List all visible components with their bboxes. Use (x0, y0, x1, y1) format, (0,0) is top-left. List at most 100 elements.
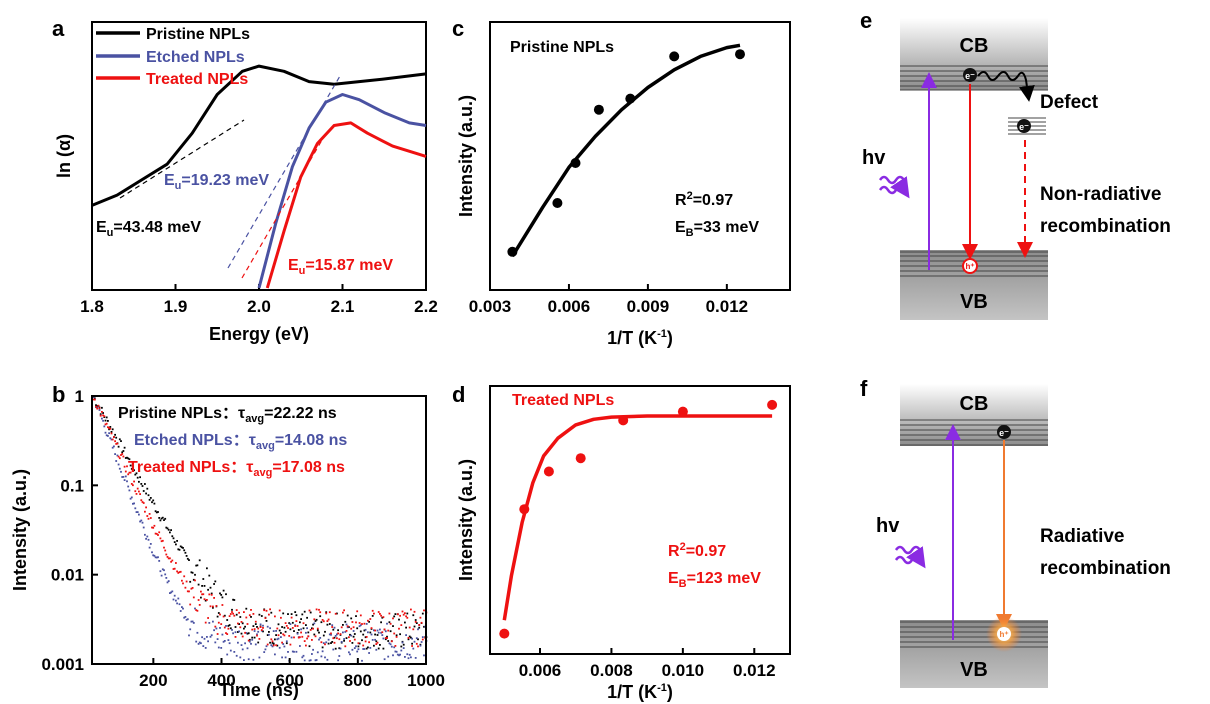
decay-point (95, 404, 97, 407)
decay-point (330, 642, 332, 644)
panel-c-frame (489, 21, 791, 291)
decay-point (405, 626, 407, 629)
panel-b: b 200 400 600 800 1000 0.001 0.01 0.1 1 Pristine… (10, 382, 445, 700)
decay-point (139, 520, 141, 523)
decay-point (319, 615, 322, 618)
panel-c-r2-sup: 2 (687, 190, 693, 202)
decay-point (248, 640, 251, 643)
cb-band-f (900, 384, 1048, 446)
photon-wave-f-1 (894, 545, 922, 555)
decay-point (399, 633, 401, 636)
panel-c-eb-value: =33 meV (694, 219, 760, 236)
decay-point (423, 625, 425, 628)
decay-point (309, 629, 312, 631)
decay-point (305, 644, 307, 647)
decay-point (260, 629, 263, 631)
decay-point (196, 609, 199, 612)
decay-point (138, 513, 140, 516)
decay-point (305, 631, 307, 634)
decay-point (184, 551, 187, 554)
panel-b-letter: b (52, 382, 65, 407)
decay-point (223, 626, 226, 629)
decay-point (251, 638, 254, 641)
decay-point (146, 515, 149, 517)
decay-point (322, 634, 325, 637)
decay-point (117, 463, 120, 466)
decay-point (235, 654, 238, 657)
urbach-fit-pristine (119, 119, 245, 199)
decay-point (350, 617, 353, 620)
decay-point (417, 638, 419, 641)
decay-point (245, 607, 248, 610)
decay-point (407, 657, 410, 660)
decay-point (263, 651, 266, 653)
decay-point (268, 631, 270, 633)
decay-point (316, 629, 319, 632)
decay-point (208, 622, 211, 624)
decay-point (357, 648, 360, 651)
decay-point (234, 631, 237, 634)
x-tick-label: 600 (275, 671, 303, 690)
decay-point (406, 653, 409, 656)
decay-point (395, 636, 398, 638)
decay-point (336, 633, 338, 636)
decay-point (396, 653, 399, 656)
decay-point (160, 540, 163, 543)
decay-point (368, 641, 370, 644)
decay-point (290, 636, 293, 639)
decay-point (382, 637, 385, 640)
decay-point (220, 594, 223, 596)
legend-b-etched-sample: Etched NPLs： (134, 432, 249, 449)
decay-point (369, 631, 372, 634)
decay-point (158, 517, 161, 519)
eu-pristine-value: =43.48 meV (113, 219, 201, 236)
data-point (507, 246, 518, 257)
decay-point (358, 622, 361, 624)
decay-point (170, 591, 172, 594)
panel-d-y-label: Intensity (a.u.) (456, 459, 476, 581)
decay-point (145, 506, 147, 509)
data-point (593, 104, 604, 115)
decay-point (374, 633, 376, 636)
decay-point (225, 593, 227, 596)
decay-point (163, 569, 165, 572)
decay-point (331, 624, 334, 627)
decay-point (278, 646, 281, 649)
x-tick-label: 0.012 (733, 661, 776, 680)
decay-point (332, 648, 335, 651)
decay-point (325, 612, 328, 615)
decay-point (363, 629, 366, 632)
data-point (552, 198, 563, 208)
decay-point (398, 627, 400, 630)
x-tick-label: 1.8 (80, 297, 104, 316)
decay-point (138, 480, 140, 483)
decay-point (228, 642, 231, 645)
decay-point (142, 526, 145, 529)
decay-point (318, 638, 320, 641)
decay-point (290, 616, 293, 619)
decay-point (302, 627, 305, 630)
fit-curve (502, 414, 773, 621)
x-tick-label: 2.1 (331, 297, 355, 316)
decay-point (185, 618, 188, 621)
decay-point (126, 480, 128, 483)
decay-point (207, 617, 209, 619)
decay-point (359, 624, 362, 627)
decay-point (161, 539, 164, 542)
decay-point (399, 614, 401, 617)
decay-point (184, 586, 187, 589)
decay-point (321, 650, 324, 653)
decay-point (375, 643, 378, 645)
decay-point (333, 636, 336, 639)
x-tick-label: 1.9 (164, 297, 188, 316)
decay-point (332, 628, 335, 631)
decay-point (284, 630, 287, 633)
decay-point (256, 626, 258, 628)
decay-point (377, 631, 380, 634)
decay-point (171, 590, 174, 593)
legend-b-etched-tau-sub: avg (256, 440, 275, 452)
decay-point (386, 635, 388, 638)
decay-point (189, 580, 192, 583)
decay-point (179, 545, 182, 548)
decay-point (384, 638, 387, 641)
